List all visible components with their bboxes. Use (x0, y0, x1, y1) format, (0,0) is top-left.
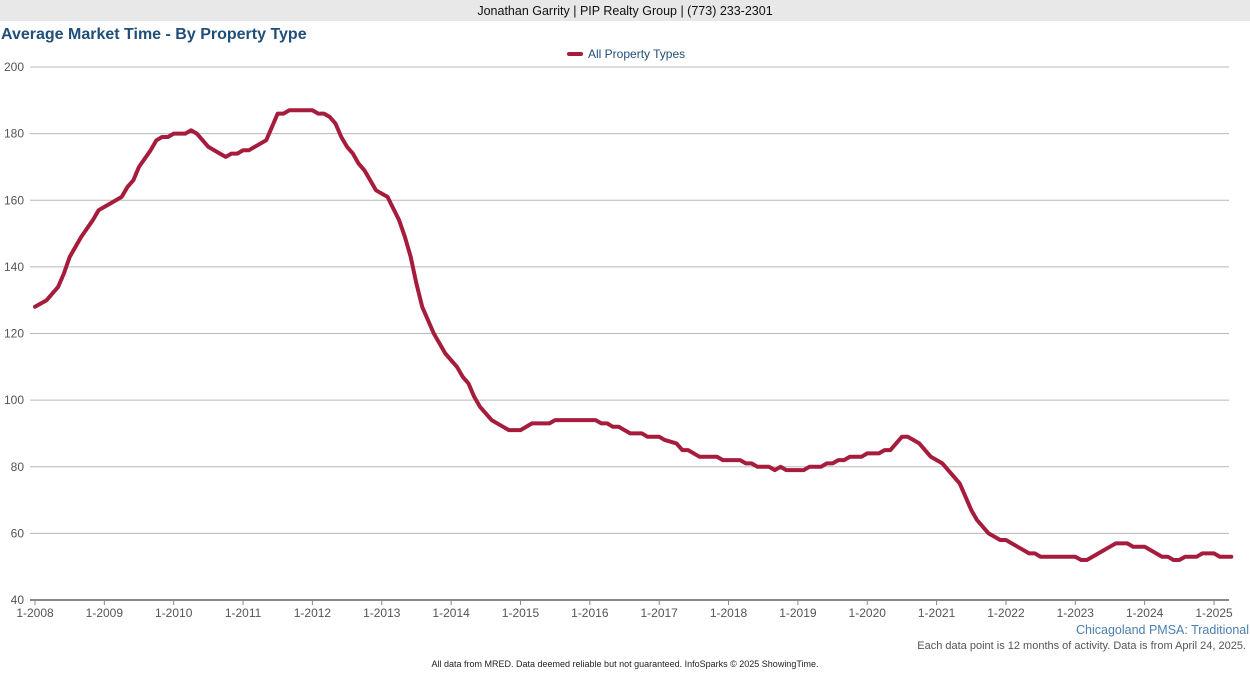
x-tick-label: 1-2024 (1126, 606, 1164, 620)
y-tick-label: 180 (4, 127, 24, 141)
x-tick-label: 1-2025 (1195, 606, 1233, 620)
chart-title: Average Market Time - By Property Type (1, 26, 307, 43)
footer-disclaimer: All data from MRED. Data deemed reliable… (431, 659, 819, 669)
x-tick-label: 1-2021 (918, 606, 956, 620)
x-tick-label: 1-2013 (363, 606, 401, 620)
x-tick-label: 1-2010 (155, 606, 193, 620)
region-label[interactable]: Chicagoland PMSA: Traditional (1075, 623, 1249, 637)
series-line-all-property-types (33, 108, 1234, 562)
x-tick-label: 1-2014 (432, 606, 470, 620)
x-tick-label: 1-2011 (225, 606, 262, 620)
x-tick-label: 1-2017 (640, 606, 678, 620)
x-tick-label: 1-2018 (710, 606, 748, 620)
legend-label: All Property Types (588, 47, 686, 61)
legend-swatch (567, 52, 583, 56)
x-tick-label: 1-2008 (16, 606, 54, 620)
activity-note: Each data point is 12 months of activity… (917, 640, 1246, 652)
y-tick-label: 160 (4, 193, 24, 207)
y-tick-label: 40 (11, 593, 25, 607)
chart-legend[interactable]: All Property Types (567, 46, 685, 62)
y-tick-label: 100 (4, 393, 24, 407)
y-tick-label: 120 (4, 327, 24, 341)
y-tick-label: 80 (11, 460, 25, 474)
x-tick-label: 1-2022 (987, 606, 1025, 620)
x-tick-label: 1-2009 (86, 606, 124, 620)
x-tick-label: 1-2019 (779, 606, 817, 620)
header-bar: Jonathan Garrity | PIP Realty Group | (7… (0, 0, 1250, 21)
x-tick-label: 1-2016 (571, 606, 609, 620)
header-text: Jonathan Garrity | PIP Realty Group | (7… (477, 4, 773, 18)
x-tick-label: 1-2012 (294, 606, 332, 620)
y-tick-label: 200 (4, 60, 24, 74)
y-tick-label: 60 (11, 526, 25, 540)
x-tick-label: 1-2023 (1057, 606, 1095, 620)
y-tick-label: 140 (4, 260, 24, 274)
x-tick-label: 1-2020 (849, 606, 887, 620)
x-tick-label: 1-2015 (502, 606, 540, 620)
